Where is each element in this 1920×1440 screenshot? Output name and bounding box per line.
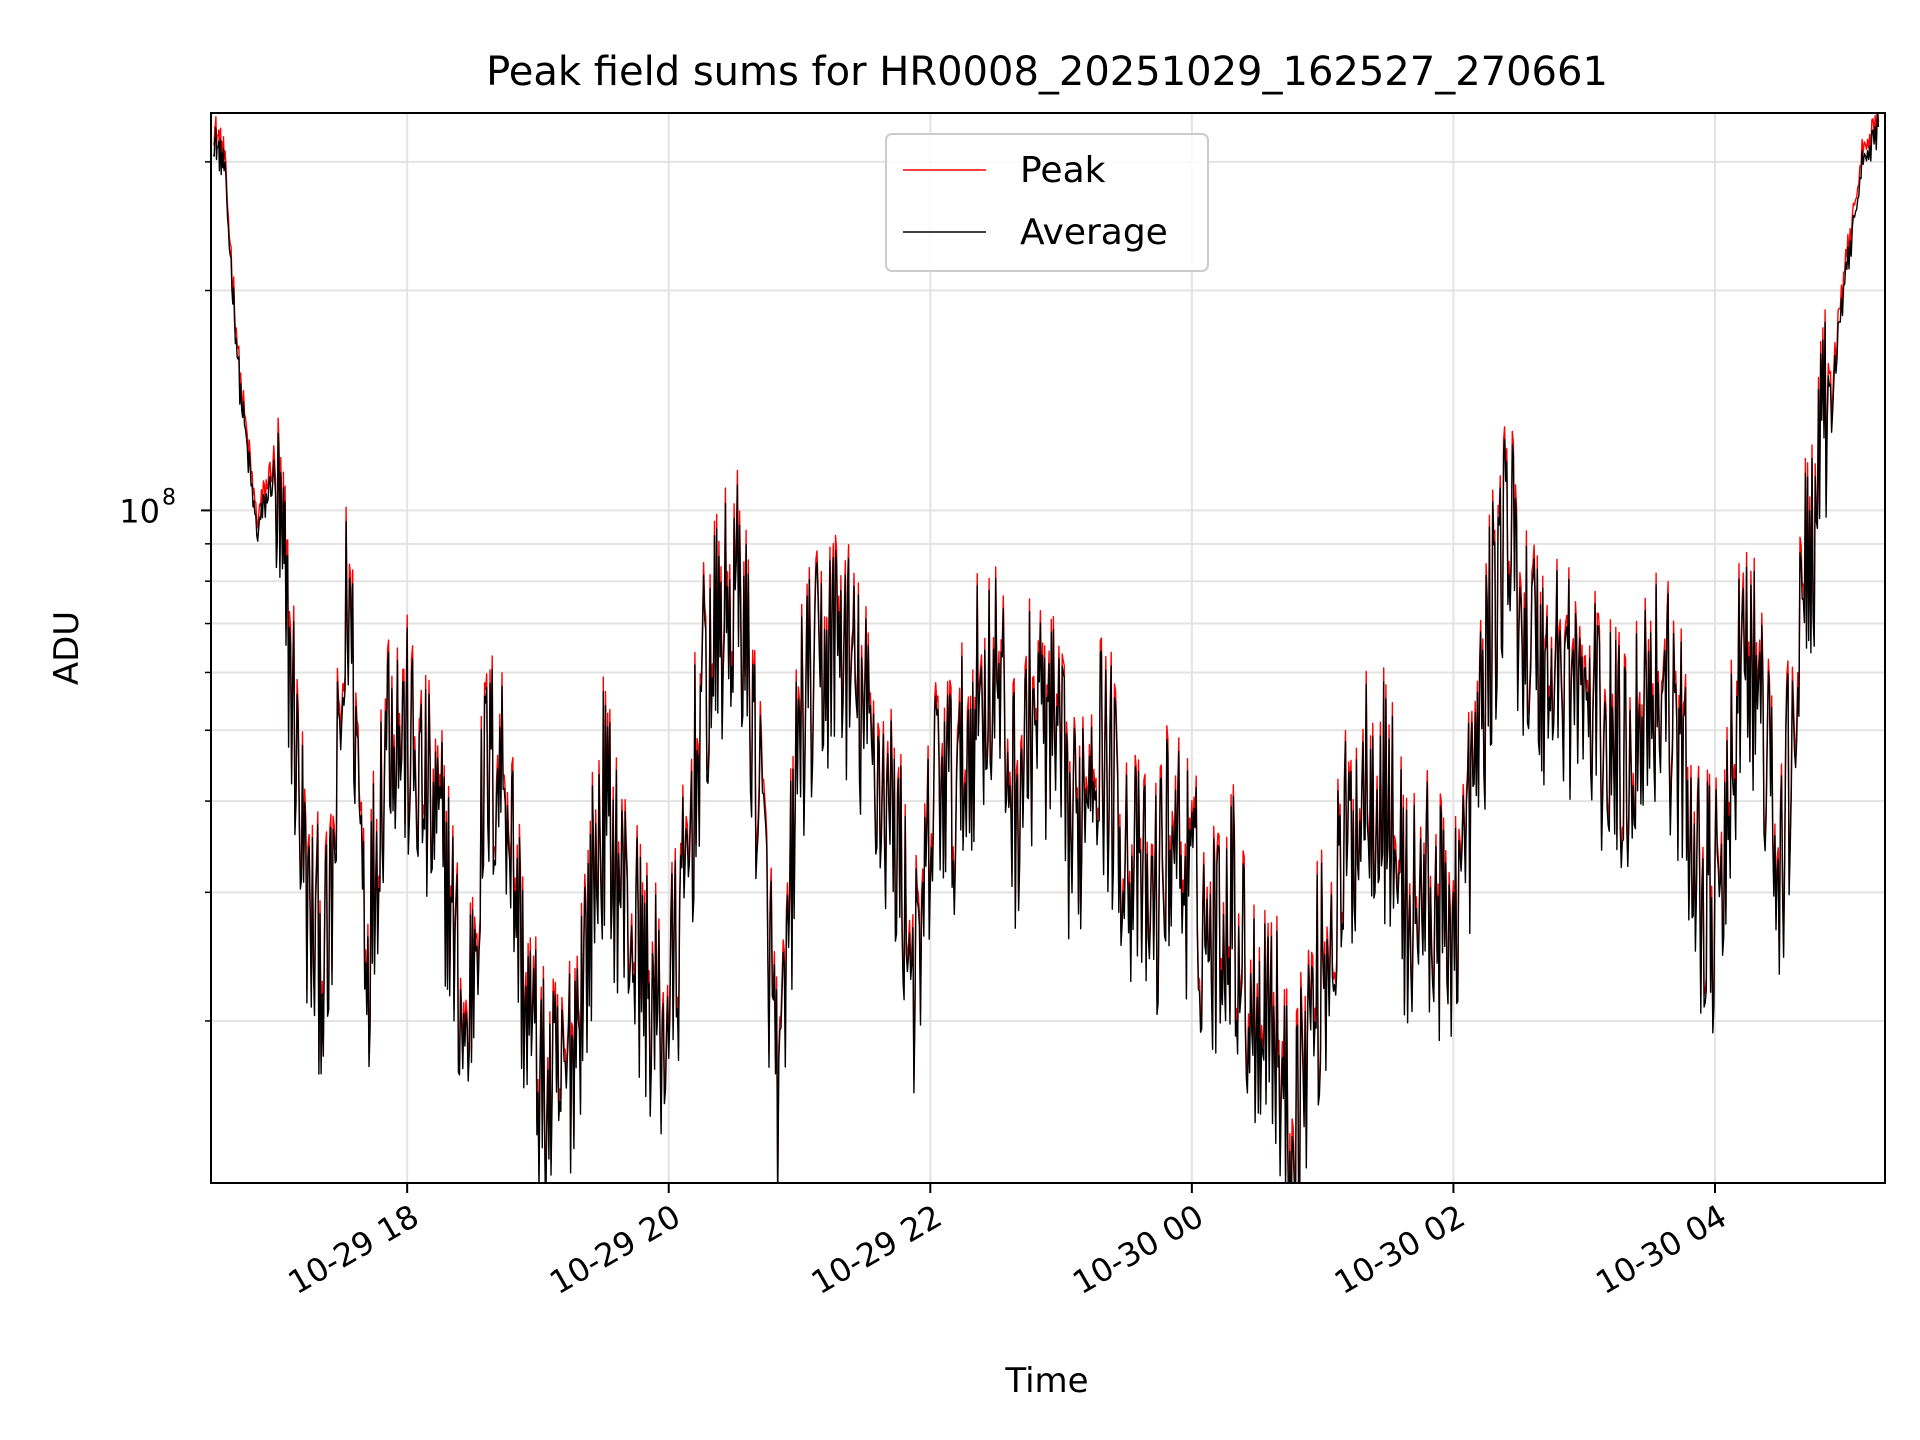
series-line-average <box>212 113 1880 1183</box>
series-layer <box>212 113 1880 1183</box>
y-tick-label-exponent: 8 <box>162 485 176 510</box>
y-tick-label-base: 10 <box>119 492 160 530</box>
legend: Peak Average <box>885 133 1209 272</box>
plot-frame <box>210 112 1886 1184</box>
x-axis-label: Time <box>1004 1361 1088 1401</box>
y-axis-label: ADU <box>47 611 87 685</box>
legend-label-peak: Peak <box>1020 150 1106 191</box>
y-axis-ticks: 10 8 <box>119 161 211 1022</box>
legend-box <box>885 133 1209 272</box>
chart-title: Peak field sums for HR0008_20251029_1625… <box>486 49 1608 95</box>
plot-area <box>212 113 1880 1183</box>
legend-label-average: Average <box>1020 212 1168 253</box>
